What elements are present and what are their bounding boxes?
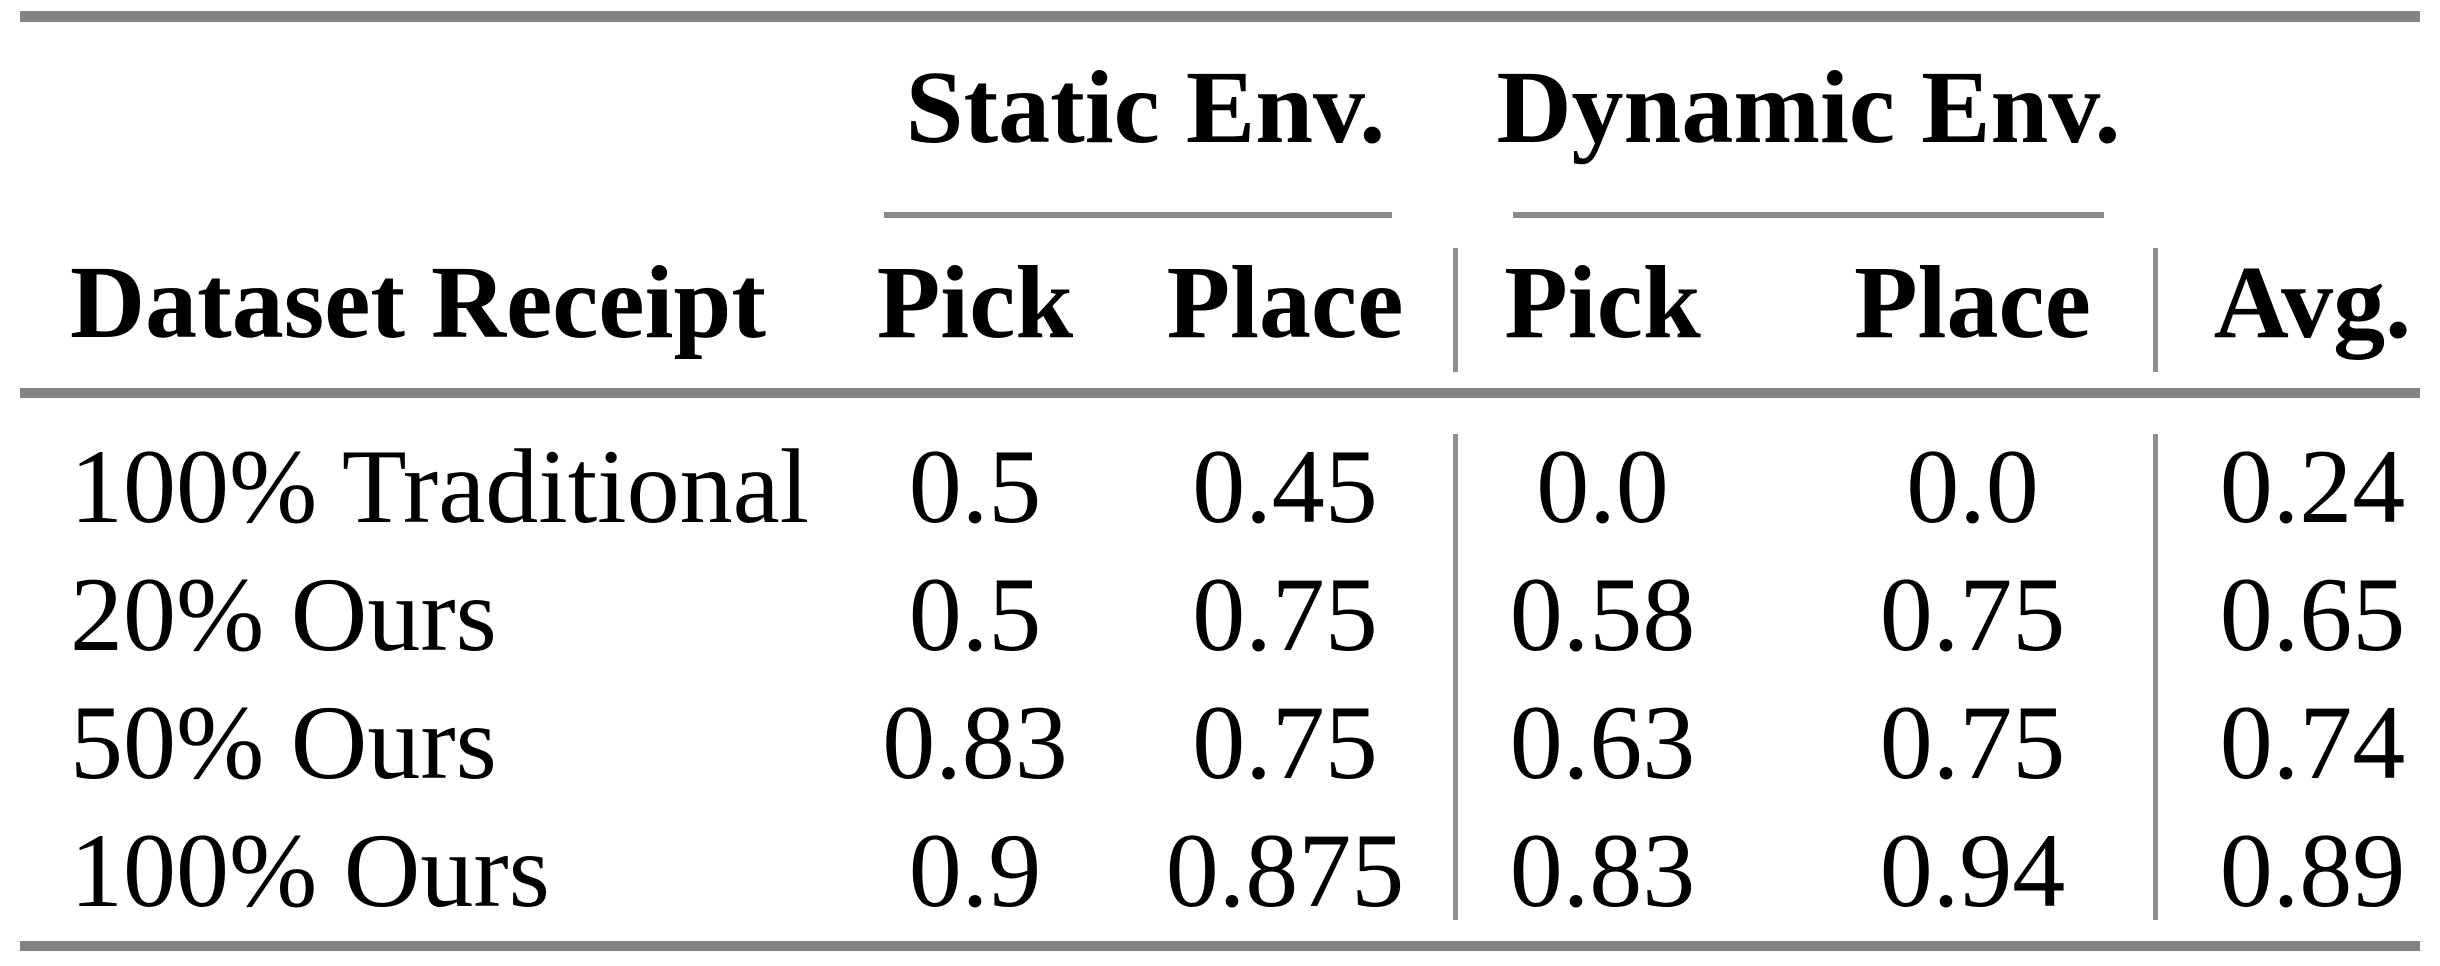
column-separator-2-body: [2153, 434, 2158, 920]
cell-avg: 0.65: [2219, 556, 2406, 673]
cell-static-pick: 0.9: [908, 812, 1042, 929]
cell-avg: 0.89: [2219, 812, 2406, 929]
cell-dataset: 100% Ours: [70, 812, 550, 929]
cell-static-place: 0.875: [1165, 812, 1405, 929]
table-row: 100% Traditional 0.5 0.45 0.0 0.0 0.24: [0, 423, 2440, 551]
col-header-dynamic-place: Place: [1854, 245, 2091, 360]
col-header-dataset-receipt: Dataset Receipt: [70, 245, 766, 360]
cell-dynamic-place: 0.75: [1879, 684, 2066, 801]
top-rule: [20, 11, 2420, 22]
cell-dynamic-pick: 0.0: [1536, 428, 1669, 545]
col-header-dynamic-pick: Pick: [1504, 245, 1701, 360]
col-header-static-place: Place: [1166, 245, 1404, 360]
cell-dataset: 20% Ours: [70, 556, 497, 673]
cell-avg: 0.74: [2219, 684, 2406, 801]
group-header-dynamic-env: Dynamic Env.: [1496, 49, 2121, 165]
cell-dynamic-pick: 0.83: [1509, 812, 1696, 929]
cell-dynamic-pick: 0.63: [1509, 684, 1696, 801]
cell-static-place: 0.75: [1192, 684, 1378, 801]
cell-dynamic-place: 0.94: [1879, 812, 2066, 929]
header-body-rule: [20, 388, 2420, 398]
static-env-cmidrule: [884, 212, 1392, 218]
cell-avg: 0.24: [2219, 428, 2406, 545]
column-header-row: Dataset Receipt Pick Place Pick Place Av…: [0, 239, 2440, 367]
cell-dynamic-pick: 0.58: [1509, 556, 1696, 673]
cell-static-place: 0.75: [1192, 556, 1378, 673]
cell-dynamic-place: 0.0: [1906, 428, 2039, 545]
cell-dynamic-place: 0.75: [1879, 556, 2066, 673]
cell-dataset: 50% Ours: [70, 684, 497, 801]
column-separator-1-header: [1453, 248, 1458, 372]
col-header-avg: Avg.: [2213, 245, 2412, 360]
cell-static-pick: 0.5: [908, 556, 1042, 673]
column-separator-1-body: [1453, 434, 1458, 920]
column-separator-2-header: [2153, 248, 2158, 372]
col-header-static-pick: Pick: [876, 245, 1074, 360]
table-row: 100% Ours 0.9 0.875 0.83 0.94 0.89: [0, 807, 2440, 935]
dynamic-env-cmidrule: [1513, 212, 2104, 218]
cell-static-pick: 0.83: [882, 684, 1068, 801]
table-row: 50% Ours 0.83 0.75 0.63 0.75 0.74: [0, 679, 2440, 807]
group-header-row: Static Env. Dynamic Env.: [0, 45, 2440, 170]
cell-dataset: 100% Traditional: [70, 428, 810, 545]
cell-static-pick: 0.5: [908, 428, 1042, 545]
bottom-rule: [20, 941, 2420, 951]
group-header-static-env: Static Env.: [905, 49, 1386, 165]
cell-static-place: 0.45: [1192, 428, 1378, 545]
table-row: 20% Ours 0.5 0.75 0.58 0.75 0.65: [0, 551, 2440, 679]
